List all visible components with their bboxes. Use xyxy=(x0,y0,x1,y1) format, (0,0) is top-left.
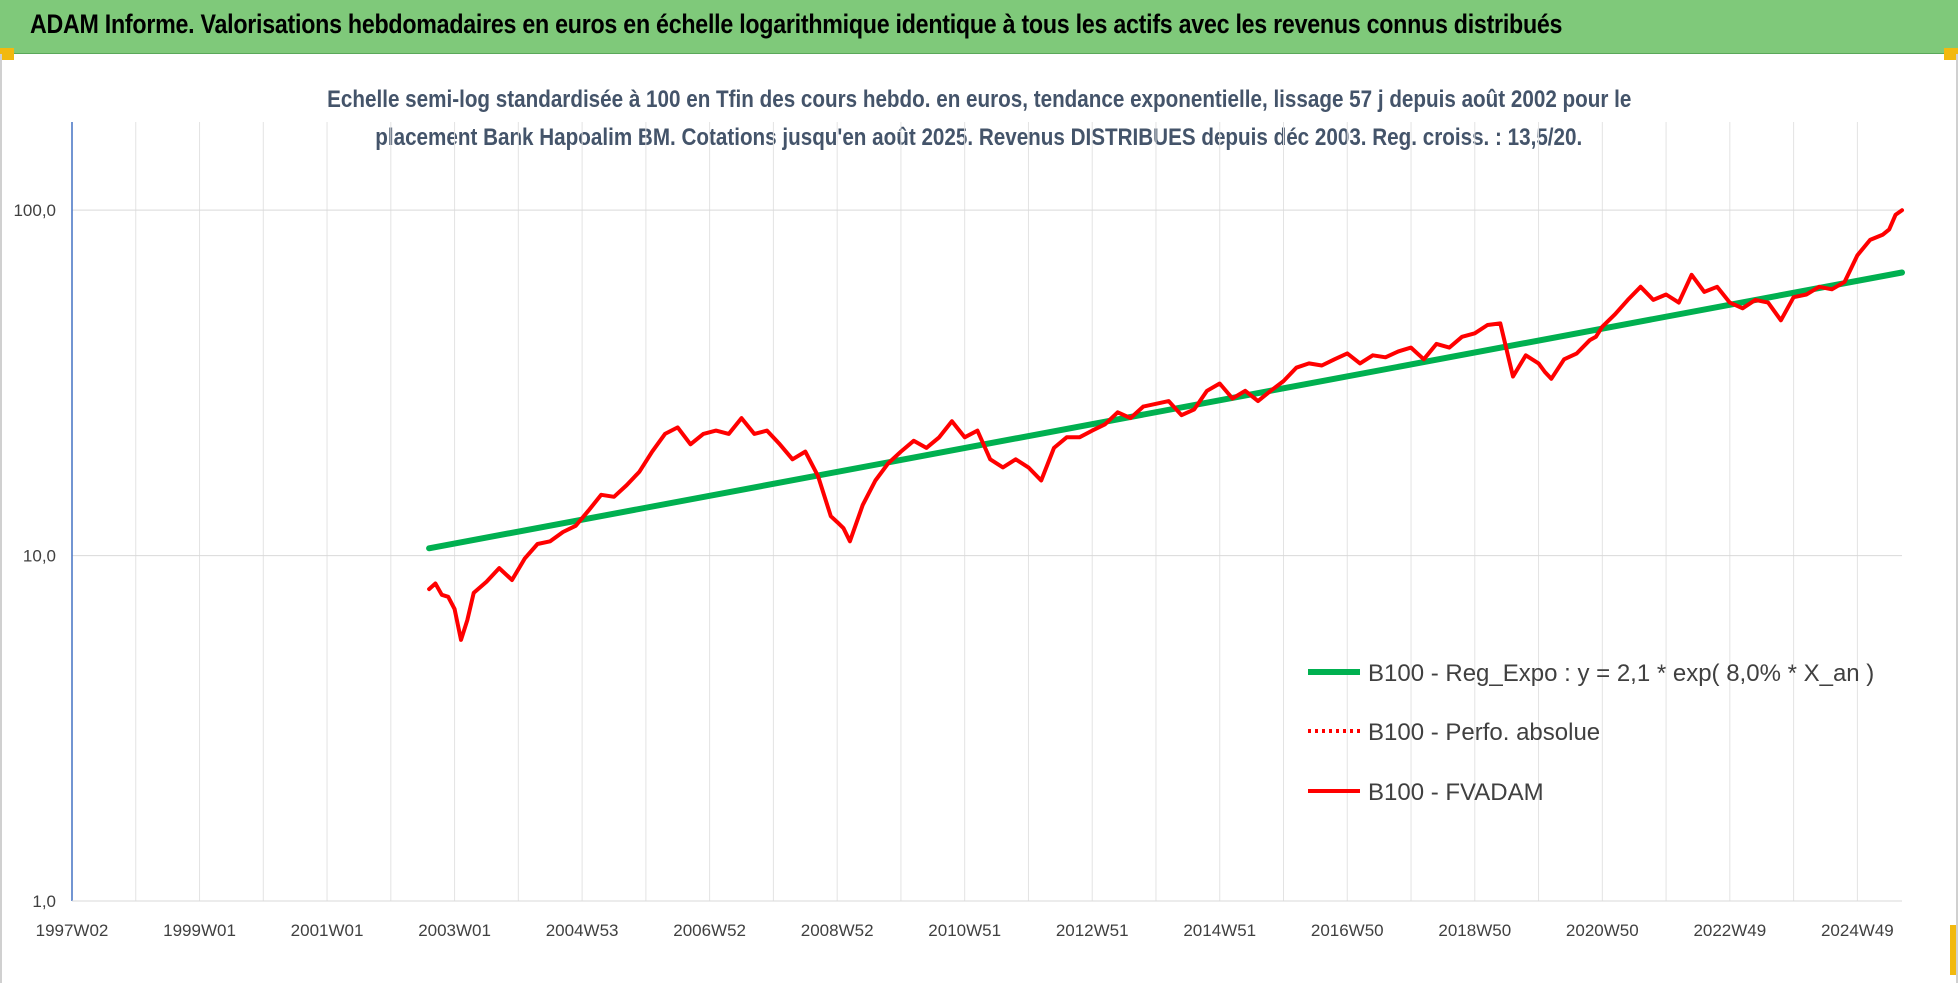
x-tick-label: 2010W51 xyxy=(928,921,1001,940)
legend-label: B100 - Perfo. absolue xyxy=(1368,719,1600,746)
banner-title: ADAM Informe. Valorisations hebdomadaire… xyxy=(30,9,1563,39)
x-tick-label: 2004W53 xyxy=(546,921,619,940)
y-tick-label: 10,0 xyxy=(23,547,56,566)
x-tick-label: 2022W49 xyxy=(1693,921,1766,940)
chart-frame xyxy=(0,54,1958,983)
y-tick-label: 1,0 xyxy=(32,892,56,911)
x-tick-label: 2024W49 xyxy=(1821,921,1894,940)
chart-title-line-2: placement Bank Hapoalim BM. Cotations ju… xyxy=(375,124,1583,151)
axes: 1,0 10,0 100,0 1997W02 1999W01 2001W01 2003W01… xyxy=(13,122,1902,940)
x-tick-label: 2018W50 xyxy=(1438,921,1511,940)
legend-label: B100 - Reg_Expo : y = 2,1 * exp( 8,0% * … xyxy=(1368,660,1874,687)
corner-marker-top-left xyxy=(0,48,14,60)
legend: B100 - Reg_Expo : y = 2,1 * exp( 8,0% * … xyxy=(1308,660,1874,806)
corner-marker-top-right xyxy=(1944,48,1958,60)
series xyxy=(426,208,1905,642)
x-tick-label: 2008W52 xyxy=(801,921,874,940)
trend-line xyxy=(426,269,1905,552)
legend-label: B100 - FVADAM xyxy=(1368,779,1544,806)
x-tick-label: 2014W51 xyxy=(1183,921,1256,940)
x-tick-label: 2020W50 xyxy=(1566,921,1639,940)
x-tick-label: 1997W02 xyxy=(36,921,109,940)
corner-marker-bottom-right xyxy=(1950,925,1958,975)
y-tick-label: 100,0 xyxy=(13,201,56,220)
x-tick-label: 2001W01 xyxy=(291,921,364,940)
banner: ADAM Informe. Valorisations hebdomadaire… xyxy=(0,0,1958,54)
x-tick-label: 2016W50 xyxy=(1311,921,1384,940)
grid xyxy=(72,122,1902,902)
x-tick-label: 1999W01 xyxy=(163,921,236,940)
chart-title-line-1: Echelle semi-log standardisée à 100 en T… xyxy=(326,86,1632,113)
x-tick-label: 2006W52 xyxy=(673,921,746,940)
x-tick-label: 2012W51 xyxy=(1056,921,1129,940)
fvadam-line xyxy=(427,208,1904,642)
x-tick-label: 2003W01 xyxy=(418,921,491,940)
